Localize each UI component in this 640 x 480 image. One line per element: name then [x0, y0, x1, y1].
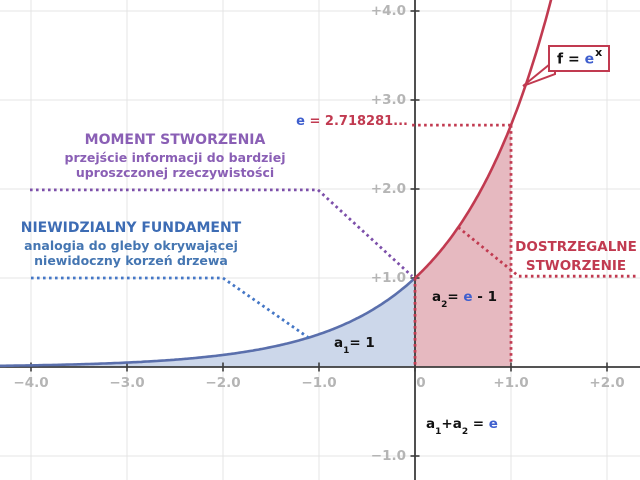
- e-value-label: e = 2.718281...: [278, 114, 408, 129]
- x-tick-label: −2.0: [205, 375, 241, 391]
- fx-base-e: e: [584, 51, 595, 68]
- a1-symbol: a: [334, 335, 344, 351]
- area-sum-label: a1+a2 = e: [426, 416, 498, 437]
- y-tick-label: +4.0: [370, 3, 406, 19]
- area-a2: [415, 125, 511, 367]
- fundament-line2: niewidoczny korzeń drzewa: [34, 253, 228, 269]
- function-label-box: f = ex: [548, 45, 611, 72]
- x-tick-label: +2.0: [589, 375, 625, 391]
- sum-a1-subscript: 1: [435, 426, 442, 437]
- e-equals: =: [304, 114, 325, 129]
- fx-f: f: [557, 51, 564, 68]
- sum-a1-symbol: a: [426, 416, 436, 432]
- fx-equals: =: [563, 51, 585, 68]
- area-a1-label: a1= 1: [334, 335, 375, 356]
- fundament-pointer: [31, 276, 310, 339]
- a2-e-symbol: e: [463, 289, 473, 305]
- a2-equals: =: [447, 289, 464, 305]
- e-number: 2.718281...: [324, 114, 408, 129]
- a2-symbol: a: [432, 289, 442, 305]
- area-a2-label: a2= e - 1: [432, 289, 497, 310]
- curve-negative-x: [0, 277, 415, 368]
- dostrzegalne-line2: STWORZENIE: [525, 257, 627, 274]
- sum-equals: =: [468, 416, 489, 432]
- x-tick-label: −1.0: [301, 375, 337, 391]
- x-tick-label: −3.0: [109, 375, 145, 391]
- annotation-dostrzegalne-stworzenie: DOSTRZEGALNE STWORZENIE: [512, 238, 640, 276]
- moment-line1: przejście informacji do bardziej: [64, 149, 286, 165]
- fundament-line1: analogia do gleby okrywającej: [24, 237, 238, 253]
- moment-title: MOMENT STWORZENIA: [84, 132, 266, 148]
- a2-subscript: 2: [441, 299, 448, 310]
- fundament-title: NIEWIDZIALNY FUNDAMENT: [20, 220, 242, 236]
- dostrzegalne-line1: DOSTRZEGALNE: [515, 239, 637, 255]
- annotation-moment-stworzenia: MOMENT STWORZENIA przejście informacji d…: [52, 132, 298, 180]
- x-tick-label: 0: [416, 375, 426, 391]
- y-tick-label: +3.0: [370, 92, 406, 108]
- dostrzegalne-pointer: [457, 226, 639, 278]
- annotation-niewidzialny-fundament: NIEWIDZIALNY FUNDAMENT analogia do gleby…: [8, 220, 254, 268]
- e-symbol: e: [296, 114, 305, 129]
- y-tick-label: −1.0: [370, 448, 406, 464]
- y-tick-label: +2.0: [370, 181, 406, 197]
- fx-exponent-x: x: [595, 46, 603, 59]
- a1-subscript: 1: [343, 345, 350, 356]
- area-a1: [0, 278, 415, 367]
- moment-line2: uproszczonej rzeczywistości: [75, 165, 275, 181]
- sum-plus-a2: +a: [441, 416, 462, 432]
- curve-positive-x: [414, 0, 553, 279]
- moment-pointer: [30, 188, 414, 278]
- sum-e-symbol: e: [488, 416, 498, 432]
- x-tick-label: −4.0: [13, 375, 49, 391]
- x-tick-label: +1.0: [493, 375, 529, 391]
- a1-value: = 1: [349, 335, 375, 351]
- sum-a2-subscript: 2: [461, 426, 469, 437]
- y-tick-label: +1.0: [370, 270, 406, 286]
- a2-value: - 1: [472, 289, 497, 305]
